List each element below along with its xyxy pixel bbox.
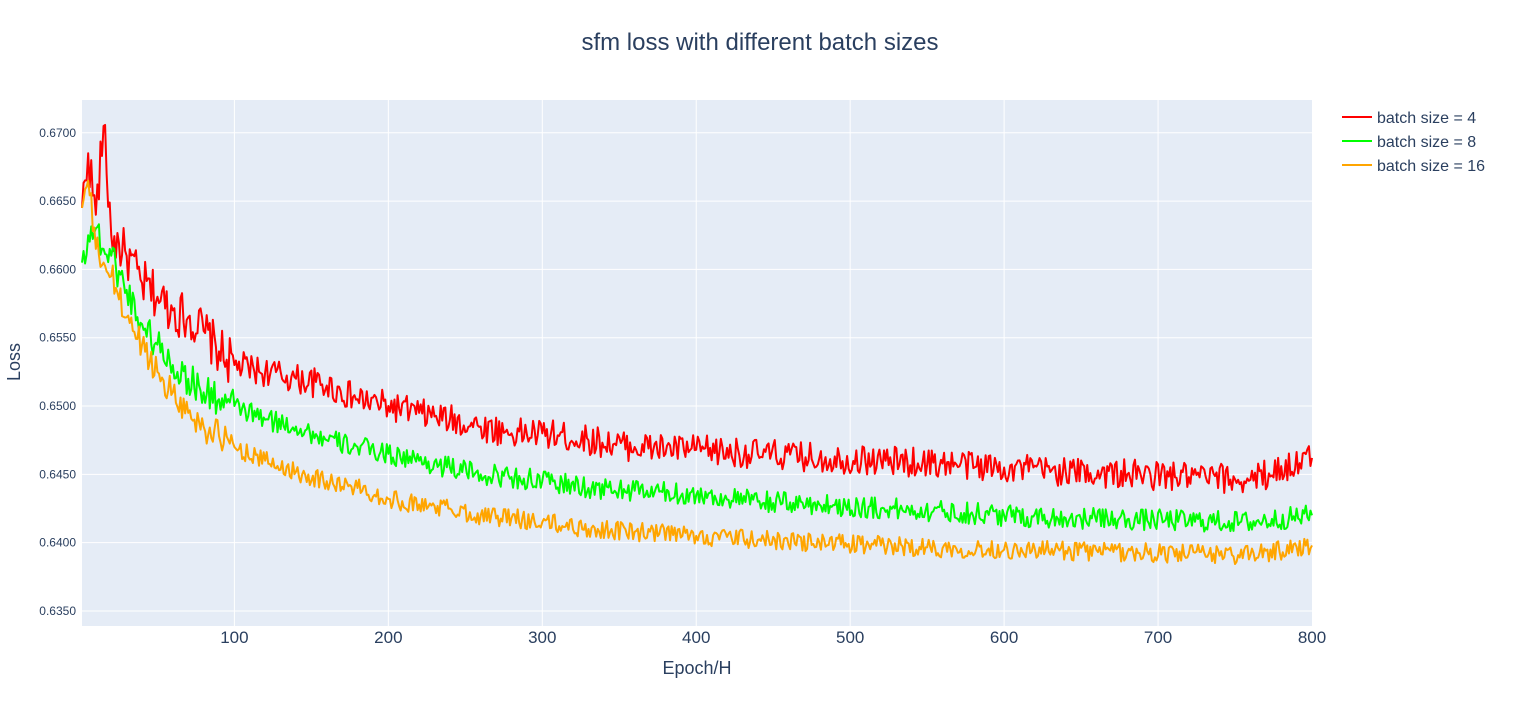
y-axis-ticks: 0.6350 0.6400 0.6450 0.6500 0.6550 0.6600 0.66… (39, 126, 76, 618)
y-tick-label: 0.6650 (39, 194, 76, 208)
legend-label: batch size = 8 (1377, 134, 1476, 151)
x-tick-label: 200 (374, 628, 402, 647)
y-tick-label: 0.6550 (39, 331, 76, 345)
y-tick-label: 0.6700 (39, 126, 76, 140)
legend-item[interactable]: batch size = 16 (1342, 158, 1485, 175)
x-tick-label: 600 (990, 628, 1018, 647)
y-tick-label: 0.6450 (39, 467, 76, 481)
series-group (81, 123, 1313, 566)
y-tick-label: 0.6350 (39, 604, 76, 618)
y-tick-label: 0.6500 (39, 399, 76, 413)
legend-item[interactable]: batch size = 4 (1342, 110, 1476, 127)
x-tick-label: 700 (1144, 628, 1172, 647)
legend-label: batch size = 16 (1377, 158, 1485, 175)
series-line (81, 123, 1313, 494)
x-axis-label: Epoch/H (662, 658, 731, 678)
x-tick-label: 300 (528, 628, 556, 647)
x-tick-label: 800 (1298, 628, 1326, 647)
legend-item[interactable]: batch size = 8 (1342, 134, 1476, 151)
grid-lines (82, 100, 1312, 626)
y-tick-label: 0.6600 (39, 262, 76, 276)
legend-label: batch size = 4 (1377, 110, 1476, 127)
x-tick-label: 400 (682, 628, 710, 647)
series-line (81, 179, 1313, 566)
x-axis-ticks: 100 200 300 400 500 600 700 800 (220, 628, 1326, 647)
y-axis-label: Loss (4, 343, 24, 381)
x-tick-label: 500 (836, 628, 864, 647)
x-tick-label: 100 (220, 628, 248, 647)
chart-title: sfm loss with different batch sizes (581, 29, 938, 56)
y-tick-label: 0.6400 (39, 536, 76, 550)
series-line (81, 223, 1313, 533)
legend[interactable]: batch size = 4 batch size = 8 batch size =… (1342, 110, 1485, 175)
